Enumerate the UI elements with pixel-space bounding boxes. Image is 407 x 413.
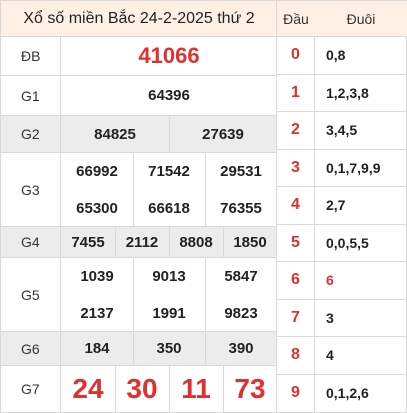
prize-g4-number: 2112 bbox=[125, 233, 159, 251]
loto-header: Đầu Đuôi bbox=[277, 0, 407, 37]
prize-row-g2: G2 84825 27639 bbox=[1, 116, 277, 153]
cell-divider bbox=[115, 227, 116, 257]
loto-dau: 5 bbox=[277, 224, 315, 261]
prize-g3-number: 71542 bbox=[148, 163, 190, 180]
loto-dau: 3 bbox=[277, 149, 315, 186]
loto-duoi: 0,0,5,5 bbox=[326, 234, 369, 251]
prize-g3-number: 66992 bbox=[76, 163, 118, 180]
prize-db-number: 41066 bbox=[138, 43, 200, 68]
loto-dau: 2 bbox=[277, 112, 315, 149]
cell-divider bbox=[169, 116, 170, 152]
prize-g4-number: 7455 bbox=[71, 233, 105, 251]
results-title: Xổ số miền Bắc 24-2-2025 thứ 2 bbox=[1, 0, 277, 37]
prize-label-db: ĐB bbox=[1, 37, 61, 75]
loto-dau: 0 bbox=[277, 37, 315, 74]
loto-dau: 1 bbox=[277, 74, 315, 111]
loto-duoi: 3,4,5 bbox=[326, 122, 358, 139]
prize-row-g4: G4 7455 2112 8808 1850 bbox=[1, 227, 277, 258]
cell-divider bbox=[223, 227, 224, 257]
prize-row-g7: G7 24 30 11 73 bbox=[1, 366, 277, 412]
prize-label-g6: G6 bbox=[1, 332, 61, 365]
prize-g5-number: 9823 bbox=[224, 305, 258, 322]
loto-dau: 6 bbox=[277, 262, 315, 299]
cell-divider bbox=[223, 366, 224, 412]
loto-row: 4 2,7 bbox=[277, 187, 407, 225]
loto-duoi: 0,1,2,6 bbox=[326, 385, 369, 402]
prize-g6-number: 390 bbox=[228, 340, 254, 357]
prize-label-g5: G5 bbox=[1, 258, 61, 331]
loto-row: 9 0,1,2,6 bbox=[277, 374, 407, 412]
prize-g7-number: 24 bbox=[72, 373, 104, 404]
prize-g5-number: 1039 bbox=[80, 268, 114, 285]
cell-divider bbox=[133, 332, 134, 365]
prize-row-db: ĐB 41066 bbox=[1, 37, 277, 76]
prize-g7-number: 30 bbox=[126, 373, 158, 404]
prize-g5-number: 9013 bbox=[152, 268, 186, 285]
prize-g3-number: 66618 bbox=[148, 200, 190, 217]
cell-divider bbox=[169, 366, 170, 412]
prize-label-g7: G7 bbox=[1, 366, 61, 412]
prize-label-g4: G4 bbox=[1, 227, 61, 257]
loto-row: 1 1,2,3,8 bbox=[277, 74, 407, 112]
prize-label-g3: G3 bbox=[1, 153, 61, 226]
prize-g5-number: 5847 bbox=[224, 268, 258, 285]
prize-label-g2: G2 bbox=[1, 116, 61, 152]
prize-g2-number: 84825 bbox=[94, 125, 136, 143]
loto-dau: 8 bbox=[277, 337, 315, 374]
loto-tail-label: Đuôi bbox=[346, 11, 376, 27]
loto-duoi: 3 bbox=[326, 309, 334, 326]
prize-g4-number: 8808 bbox=[179, 233, 213, 251]
prize-g7-number: 11 bbox=[181, 373, 211, 404]
cell-divider bbox=[169, 227, 170, 257]
prize-g5-number: 1991 bbox=[152, 305, 186, 322]
loto-row: 0 0,8 bbox=[277, 37, 407, 75]
loto-row: 2 3,4,5 bbox=[277, 112, 407, 150]
cell-divider bbox=[115, 366, 116, 412]
loto-duoi: 1,2,3,8 bbox=[326, 84, 369, 101]
prize-g5-number: 2137 bbox=[80, 305, 114, 322]
prize-row-g1: G1 64396 bbox=[1, 76, 277, 116]
cell-divider bbox=[205, 258, 206, 331]
prize-g3-number: 29531 bbox=[220, 163, 262, 180]
prize-g6-number: 350 bbox=[156, 340, 182, 357]
prize-g3-number: 65300 bbox=[76, 200, 118, 217]
loto-duoi: 0,8 bbox=[326, 47, 346, 64]
prize-g1-number: 64396 bbox=[148, 87, 190, 104]
loto-row: 5 0,0,5,5 bbox=[277, 224, 407, 262]
prize-g7-number: 73 bbox=[234, 373, 266, 404]
loto-duoi: 2,7 bbox=[326, 197, 346, 214]
loto-dau: 9 bbox=[277, 374, 315, 412]
cell-divider bbox=[205, 332, 206, 365]
prize-label-g1: G1 bbox=[1, 76, 61, 115]
loto-row: 3 0,1,7,9,9 bbox=[277, 149, 407, 187]
cell-divider bbox=[133, 258, 134, 331]
loto-dau: 7 bbox=[277, 299, 315, 336]
prize-row-g6: G6 184 350 390 bbox=[1, 332, 277, 366]
prize-g6-number: 184 bbox=[84, 340, 110, 357]
loto-duoi: 0,1,7,9,9 bbox=[326, 159, 381, 176]
prize-row-g5: G5 1039 9013 5847 2137 1991 9823 bbox=[1, 258, 277, 332]
prize-row-g3: G3 66992 71542 29531 65300 66618 76355 bbox=[1, 153, 277, 227]
prize-g3-number: 76355 bbox=[220, 200, 262, 217]
prize-g2-number: 27639 bbox=[202, 125, 244, 143]
loto-dau: 4 bbox=[277, 187, 315, 224]
results-table: Xổ số miền Bắc 24-2-2025 thứ 2 ĐB 41066 … bbox=[0, 0, 277, 413]
loto-duoi: 6 bbox=[326, 272, 334, 289]
loto-duoi: 4 bbox=[326, 347, 334, 364]
cell-divider bbox=[133, 153, 134, 226]
prize-g4-number: 1850 bbox=[233, 233, 267, 251]
loto-head-label: Đầu bbox=[283, 11, 309, 27]
cell-divider bbox=[205, 153, 206, 226]
loto-table: Đầu Đuôi 0 0,8 1 1,2,3,8 2 3,4,5 3 0,1,7,9,9 4 2,… bbox=[276, 0, 407, 413]
